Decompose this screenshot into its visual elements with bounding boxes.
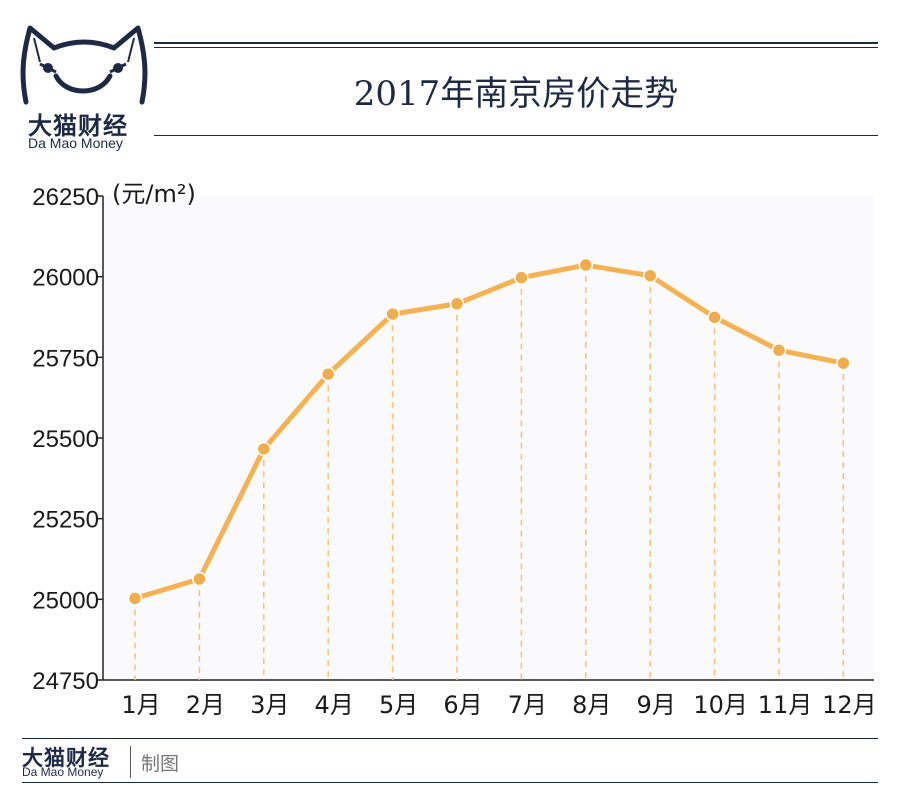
data-point [642,268,658,283]
data-point [449,296,465,312]
data-point [320,366,336,382]
x-tick-label: 11月 [758,691,813,719]
data-point [836,355,851,371]
chart-title: 2017年南京房价走势 [353,74,679,114]
footer-rule-bottom [22,782,878,783]
drop-lines [134,265,845,680]
y-tick-label: 26000 [32,265,99,292]
plot-area [103,196,874,680]
data-point [256,441,272,457]
y-tick-label: 24750 [32,668,99,695]
x-tick-label: 5月 [379,691,418,719]
brand-name-cn: 大猫财经 [28,112,128,140]
header-rule-bottom [154,135,878,136]
data-point [771,342,787,358]
x-tick-label: 9月 [637,691,676,719]
data-points [127,257,851,606]
footer-separator [130,746,131,778]
data-point [707,310,722,325]
y-axis: 26250 26000 25750 25500 25250 25000 24750 [32,184,104,695]
footer-brand-en: Da Mao Money [22,765,104,779]
brand-logo: 大猫财经 Da Mao Money [18,22,150,152]
y-tick-label: 25750 [32,345,99,372]
y-tick-label: 25250 [32,507,99,534]
footer-rule-top [22,738,878,739]
data-point [578,257,594,273]
x-axis: 1月 2月 3月 4月 5月 6月 7月 8月 9月 10月 11月 12月 [103,679,877,719]
y-axis-label: (元/m²) [112,180,196,208]
data-point [514,270,529,285]
x-tick-label: 6月 [443,691,482,719]
data-point [127,591,143,606]
x-tick-label: 12月 [822,691,877,719]
x-tick-label: 8月 [572,691,611,719]
x-tick-label: 7月 [508,691,547,719]
header-rule-top [154,42,878,44]
y-tick-label: 25500 [32,426,99,453]
y-tick-label: 25000 [32,587,99,614]
line-chart: 26250 26000 25750 25500 25250 25000 24750 1月 2月… [32,180,877,719]
x-tick-label: 2月 [186,691,225,719]
cat-logo-icon [20,25,148,105]
header-rule-top-thin [154,47,878,48]
data-point [385,306,400,322]
x-tick-label: 3月 [250,691,289,719]
footer-credit: 制图 [141,753,180,775]
brand-name-en: Da Mao Money [28,135,123,151]
y-tick-label: 26250 [32,184,99,211]
x-tick-label: 1月 [121,691,160,719]
x-tick-label: 4月 [315,691,354,719]
footer-brand-cn: 大猫财经 [22,746,110,770]
x-tick-label: 10月 [693,691,748,719]
data-point [192,571,207,587]
series-line [134,262,844,601]
